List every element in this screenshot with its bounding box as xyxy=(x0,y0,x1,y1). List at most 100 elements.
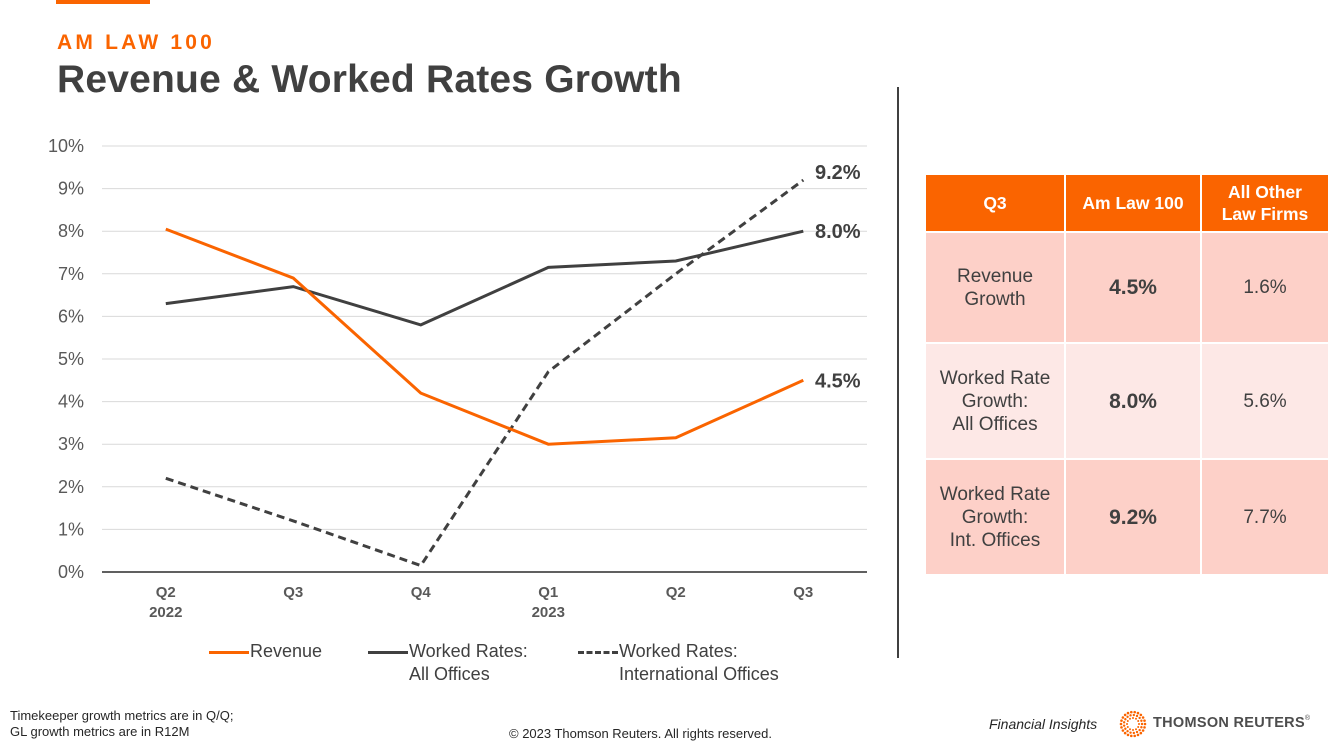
row-label-text: Int. Offices xyxy=(949,529,1041,551)
chart-legend: Revenue Worked Rates: All Offices Worked… xyxy=(0,640,900,690)
series-lines xyxy=(165,178,805,568)
logo-dot xyxy=(1143,722,1147,726)
table-row: Worked Rate Growth: All Offices 8.0% 5.6… xyxy=(926,344,1328,458)
grid-lines xyxy=(102,145,867,573)
row-label: Worked Rate Growth: All Offices xyxy=(926,344,1064,458)
q3-comparison-table: Q3 Am Law 100 All Other Law Firms Revenu… xyxy=(924,173,1330,576)
footnote: Timekeeper growth metrics are in Q/Q; GL… xyxy=(10,708,233,740)
x-tick-label: Q3 xyxy=(793,584,813,601)
page-title: Revenue & Worked Rates Growth xyxy=(57,58,682,101)
logo-dot xyxy=(1122,724,1126,727)
logo-dot xyxy=(1126,711,1130,715)
x-tick-year-label: 2023 xyxy=(532,604,565,621)
section-kicker: AM LAW 100 xyxy=(57,31,216,54)
end-labels: 4.5% 8.0% 9.2% xyxy=(815,162,861,392)
x-tick-label: Q4 xyxy=(411,584,432,601)
product-name: Financial Insights xyxy=(989,716,1098,732)
line-chart: 0% 1% 2% 3% 4% 5% 6% 7% 8% 9% 10% Q2 2022 Q3 Q4 Q1 2023… xyxy=(48,136,867,621)
legend-item-international-offices: Worked Rates: International Offices xyxy=(578,640,779,686)
y-tick-label: 9% xyxy=(58,179,84,199)
logo-dot xyxy=(1126,723,1128,725)
logo-dot xyxy=(1140,719,1143,722)
logo-dot xyxy=(1126,733,1130,737)
logo-dot xyxy=(1120,719,1123,722)
end-value-label: 8.0% xyxy=(815,221,861,243)
legend-swatch-all-offices xyxy=(368,651,408,654)
vertical-divider xyxy=(897,87,899,658)
logo-dot xyxy=(1133,710,1137,714)
brand-name: THOMSON REUTERS® xyxy=(1153,715,1310,731)
table-header-all-other: All Other Law Firms xyxy=(1202,175,1328,231)
logo-dot xyxy=(1136,711,1140,715)
y-tick-label: 7% xyxy=(58,264,84,284)
logo-dot xyxy=(1143,726,1146,729)
legend-label-all-offices: Worked Rates: All Offices xyxy=(409,640,528,686)
x-tick-label: Q1 xyxy=(538,584,558,601)
registered-mark: ® xyxy=(1304,715,1311,722)
logo-dot xyxy=(1129,734,1133,738)
row-label-text: Worked Rate xyxy=(939,483,1051,505)
series-line-revenue xyxy=(165,227,804,446)
table-header-am-law-100: Am Law 100 xyxy=(1066,175,1200,231)
logo-dot xyxy=(1137,720,1140,722)
logo-dot xyxy=(1121,729,1125,732)
logo-dot xyxy=(1141,716,1145,719)
logo-dot xyxy=(1126,729,1129,733)
row-label-text: Worked Rate xyxy=(939,367,1051,389)
other-firms-value: 5.6% xyxy=(1202,344,1328,458)
y-tick-label: 3% xyxy=(58,434,84,454)
logo-dot xyxy=(1136,733,1140,737)
logo-dot xyxy=(1129,717,1131,720)
logo-dot xyxy=(1135,714,1139,718)
logo-dot xyxy=(1129,731,1132,734)
logo-dot xyxy=(1135,717,1137,720)
legend-label-revenue: Revenue xyxy=(250,640,322,663)
other-firms-value: 7.7% xyxy=(1202,460,1328,574)
row-label: Revenue Growth xyxy=(926,233,1064,342)
table-row: Worked Rate Growth: Int. Offices 9.2% 7.… xyxy=(926,460,1328,574)
y-tick-label: 5% xyxy=(58,349,84,369)
logo-dot xyxy=(1138,728,1141,732)
end-value-label: 9.2% xyxy=(815,162,861,184)
table-header-q3: Q3 xyxy=(926,175,1064,231)
legend-text: All Offices xyxy=(409,664,490,684)
row-label: Worked Rate Growth: Int. Offices xyxy=(926,460,1064,574)
logo-dot xyxy=(1121,716,1125,719)
logo-dot xyxy=(1123,713,1127,717)
logo-dot xyxy=(1126,720,1129,722)
x-tick-year-label: 2022 xyxy=(149,604,182,621)
am-law-value: 9.2% xyxy=(1066,460,1200,574)
logo-dot xyxy=(1129,710,1133,714)
x-tick-label: Q2 xyxy=(666,584,686,601)
header-text: All Other xyxy=(1228,182,1302,202)
legend-text: Worked Rates: xyxy=(409,641,528,661)
row-label-text: Growth xyxy=(964,288,1026,310)
footnote-line: GL growth metrics are in R12M xyxy=(10,724,190,739)
series-line-worked-rates-all-offices xyxy=(165,229,804,327)
y-tick-label: 0% xyxy=(58,562,84,582)
end-value-label: 4.5% xyxy=(815,370,861,392)
logo-dot xyxy=(1132,713,1136,717)
logo-dot xyxy=(1138,716,1141,720)
logo-dot xyxy=(1129,714,1132,717)
logo-dot xyxy=(1126,715,1129,719)
logo-dot xyxy=(1139,731,1143,735)
brand-text: THOMSON REUTERS xyxy=(1153,715,1305,731)
legend-item-revenue: Revenue xyxy=(209,640,322,663)
logo-dot xyxy=(1140,722,1144,726)
logo-dot xyxy=(1137,726,1140,728)
row-label-text: Revenue xyxy=(956,265,1034,287)
logo-dot xyxy=(1120,726,1123,729)
logo-dot xyxy=(1126,726,1129,728)
logo-dot xyxy=(1124,727,1127,730)
legend-text: International Offices xyxy=(619,664,779,684)
logo-dot xyxy=(1133,734,1137,738)
y-tick-label: 4% xyxy=(58,392,84,412)
header-text: Am Law 100 xyxy=(1082,193,1184,213)
row-label-text: Growth: xyxy=(961,506,1029,528)
y-axis-ticks: 0% 1% 2% 3% 4% 5% 6% 7% 8% 9% 10% xyxy=(48,136,84,582)
header-text: Q3 xyxy=(983,193,1007,213)
logo-dot xyxy=(1140,726,1143,729)
series-line-worked-rates-international-offices xyxy=(165,178,805,568)
logo-dot xyxy=(1129,728,1131,731)
